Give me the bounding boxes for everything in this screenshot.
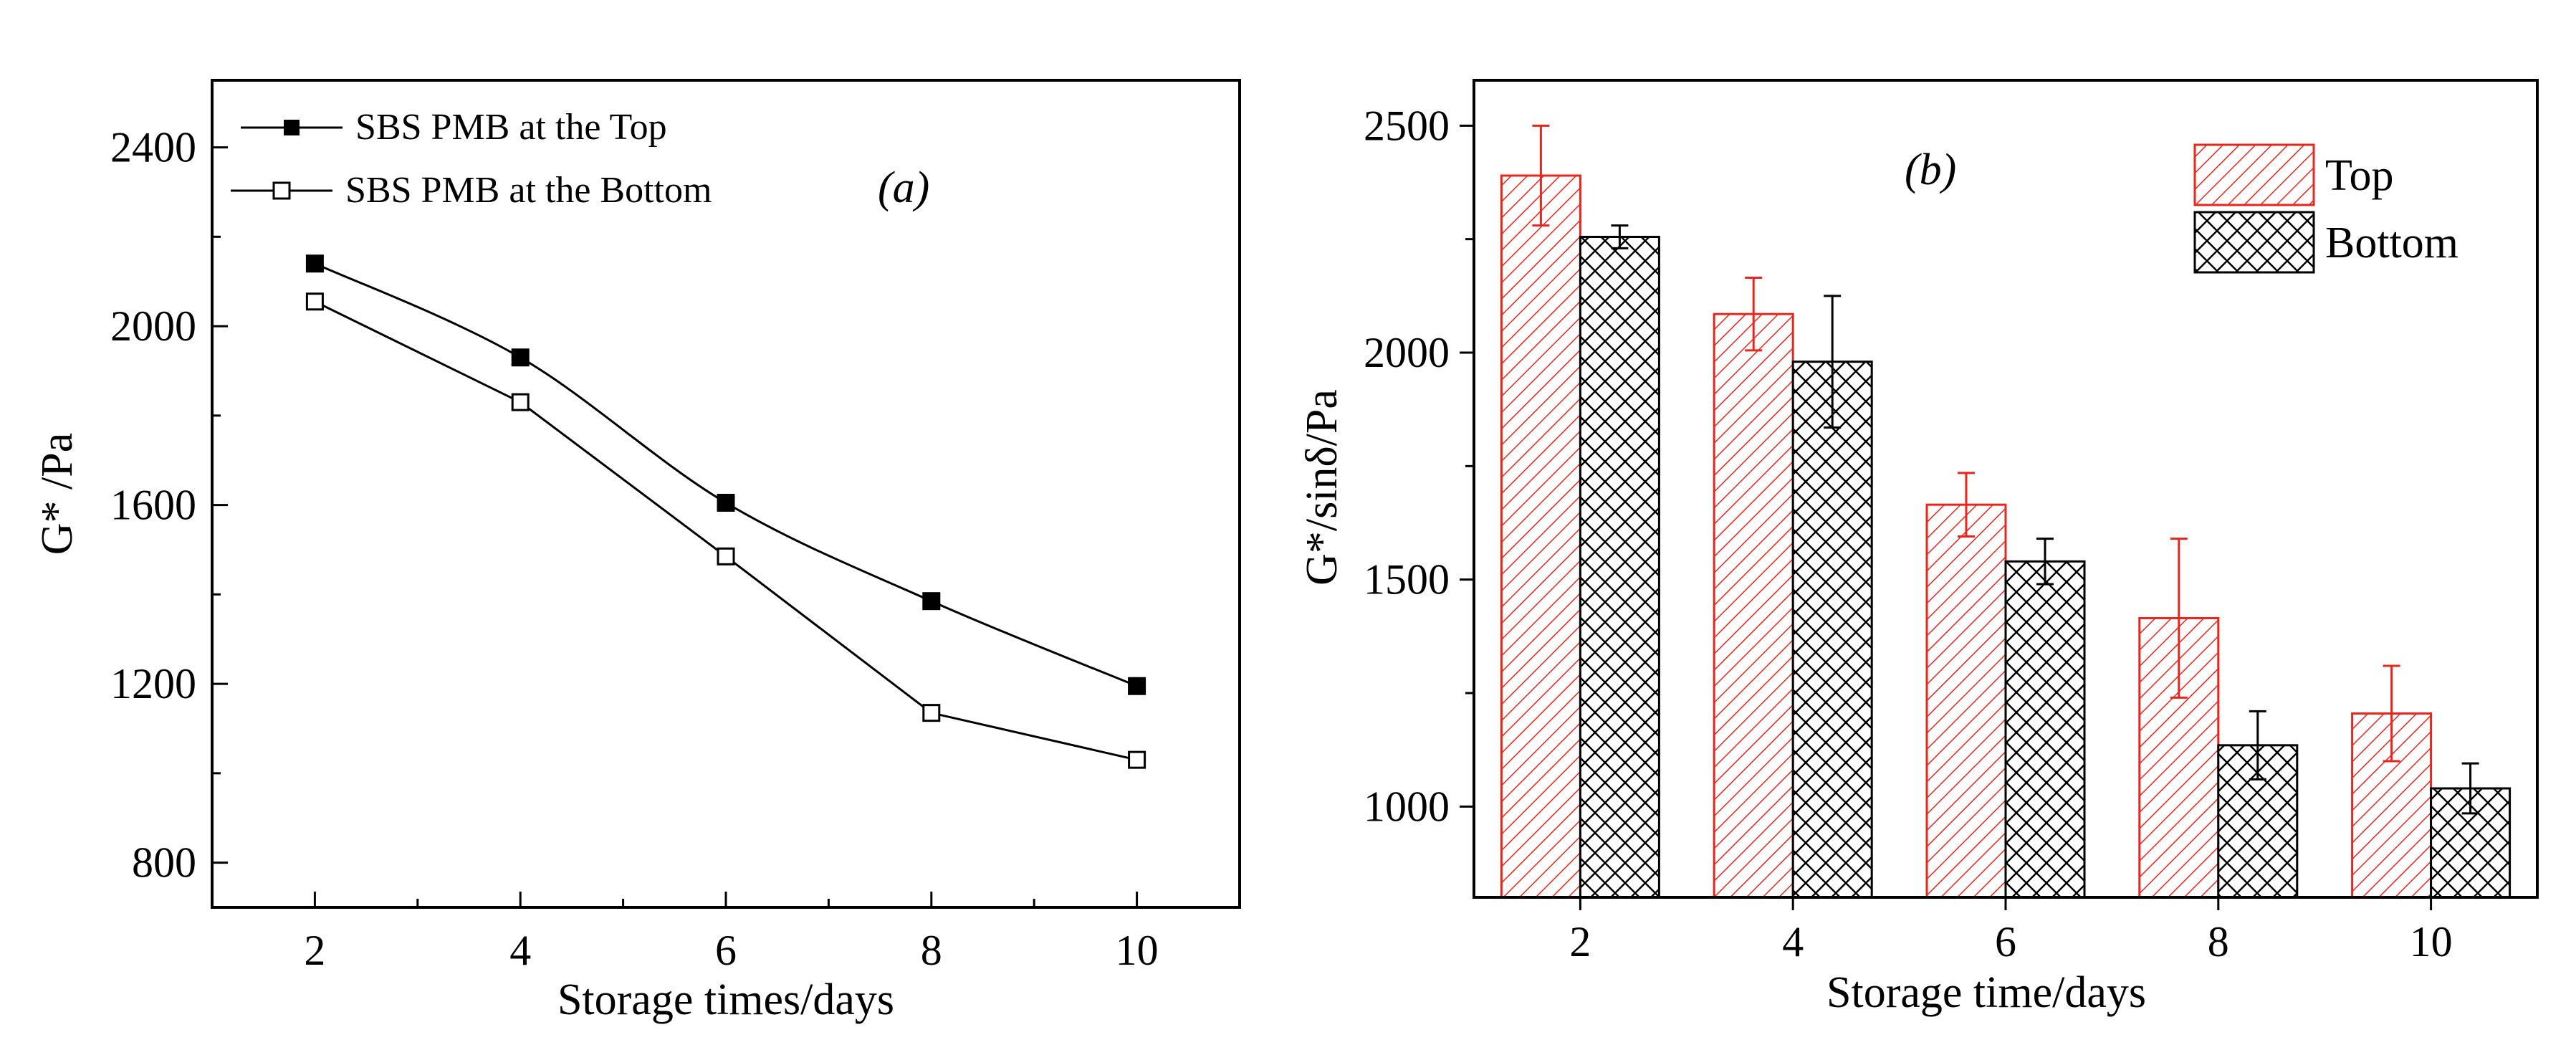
error-bar-bottom xyxy=(2036,538,2054,586)
data-point-top xyxy=(717,493,735,512)
chart-b-x-label: Storage time/days xyxy=(1826,968,2146,1017)
data-point-top xyxy=(305,254,324,273)
x-tick-label: 8 xyxy=(921,927,942,974)
chart-a-panel-label: (a) xyxy=(878,163,929,212)
bar-top xyxy=(1713,312,1794,899)
bar-bottom xyxy=(2004,560,2086,899)
data-point-top xyxy=(511,348,530,367)
error-bar-top xyxy=(1745,277,1763,352)
y-tick-label: 2000 xyxy=(110,302,196,350)
series-line-top xyxy=(314,262,1138,687)
x-tick-label: 4 xyxy=(509,927,531,974)
y-tick-label: 1200 xyxy=(110,660,196,707)
x-tick-label: 6 xyxy=(1995,918,2016,965)
data-point-top xyxy=(922,592,941,611)
chart-b-y-axis: 1000 1500 2000 2500 xyxy=(1364,102,1474,830)
data-point-bottom xyxy=(717,547,735,565)
data-point-bottom xyxy=(511,393,530,411)
legend-label-top: Top xyxy=(2325,151,2394,200)
error-bar-bottom xyxy=(1611,224,1629,249)
error-bar-bottom xyxy=(2249,710,2266,781)
legend-top-swatch xyxy=(2193,143,2315,206)
y-tick-label: 2400 xyxy=(110,124,196,171)
data-point-bottom xyxy=(305,292,324,311)
chart-a-y-label: G* /Pa xyxy=(33,433,82,555)
legend-label-bottom: Bottom xyxy=(2325,219,2458,267)
legend-open-square-icon xyxy=(272,181,291,200)
x-tick-label: 4 xyxy=(1782,918,1804,965)
data-point-bottom xyxy=(922,704,941,722)
y-tick-label: 2500 xyxy=(1364,102,1450,149)
y-tick-label: 1000 xyxy=(1364,783,1450,830)
chart-a-series xyxy=(305,254,1146,769)
chart-a-x-label: Storage times/days xyxy=(557,975,894,1024)
legend-filled-square-icon xyxy=(284,120,300,135)
chart-a-legend: SBS PMB at the Top SBS PMB at the Bottom xyxy=(231,107,712,211)
x-tick-label: 8 xyxy=(2208,918,2229,965)
x-tick-label: 6 xyxy=(715,927,737,974)
series-line-bottom xyxy=(314,300,1137,761)
chart-b-bars xyxy=(1500,124,2512,899)
chart-b: 1000 1500 2000 2500 2 4 6 8 10 Top Bottom (b) S… xyxy=(1298,79,2539,1017)
chart-b-legend: Top Bottom xyxy=(2193,143,2458,274)
error-bar-top xyxy=(1532,124,1550,227)
error-bar-bottom xyxy=(2461,762,2479,815)
x-tick-label: 10 xyxy=(1116,927,1159,974)
chart-b-y-label: G*/sinδ/Pa xyxy=(1298,389,1346,586)
bar-top xyxy=(1500,174,1581,899)
chart-a: 800 1200 1600 2000 2400 2 4 6 8 10 SBS PMB at th… xyxy=(33,79,1241,1024)
x-tick-label: 10 xyxy=(2410,918,2453,965)
error-bar-top xyxy=(1958,472,1975,538)
legend-label-bottom: SBS PMB at the Bottom xyxy=(345,170,712,211)
bar-bottom xyxy=(1579,236,1660,899)
chart-b-x-axis: 2 4 6 8 10 xyxy=(1569,897,2453,965)
error-bar-top xyxy=(2383,664,2400,763)
chart-a-y-axis: 800 1200 1600 2000 2400 xyxy=(110,124,228,887)
error-bar-top xyxy=(2170,538,2188,699)
legend-label-top: SBS PMB at the Top xyxy=(355,107,667,148)
data-point-bottom xyxy=(1128,750,1146,769)
bar-bottom xyxy=(1791,361,1873,899)
bar-top xyxy=(1925,503,2007,899)
error-bar-bottom xyxy=(1824,295,1842,429)
chart-b-panel-label: (b) xyxy=(1905,145,1956,194)
chart-a-x-axis: 2 4 6 8 10 xyxy=(304,892,1241,974)
y-tick-label: 1600 xyxy=(110,482,196,529)
y-tick-label: 2000 xyxy=(1364,329,1450,376)
y-tick-label: 1500 xyxy=(1364,556,1450,603)
legend-bottom-swatch xyxy=(2193,211,2315,274)
data-point-top xyxy=(1128,677,1146,695)
x-tick-label: 2 xyxy=(304,927,325,974)
x-tick-label: 2 xyxy=(1569,918,1591,965)
y-tick-label: 800 xyxy=(132,839,196,887)
